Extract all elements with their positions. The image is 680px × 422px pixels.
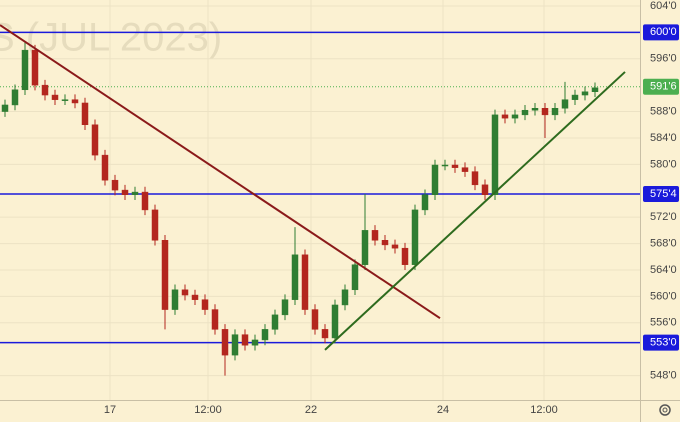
candle-body bbox=[171, 289, 179, 310]
y-tick-label: 568'0 bbox=[650, 237, 677, 249]
candle-body bbox=[111, 179, 119, 191]
y-tick-label: 584'0 bbox=[650, 132, 677, 144]
level-label: 575'4 bbox=[650, 188, 677, 200]
candle-body bbox=[231, 334, 239, 356]
candle-body bbox=[571, 94, 579, 100]
candle-body bbox=[21, 49, 29, 91]
candle-body bbox=[151, 209, 159, 241]
level-box bbox=[643, 334, 679, 351]
candle-body bbox=[141, 191, 149, 211]
y-tick-label: 604'0 bbox=[650, 0, 677, 12]
candle-body bbox=[441, 164, 449, 167]
gear-outer[interactable] bbox=[659, 404, 671, 416]
x-tick-label: 24 bbox=[437, 404, 449, 416]
candle-body bbox=[81, 102, 89, 126]
x-tick-label: 12:00 bbox=[194, 404, 222, 416]
candle-body bbox=[261, 329, 269, 341]
candle-body bbox=[131, 191, 139, 195]
y-tick-label: 588'0 bbox=[650, 105, 677, 117]
candle-body bbox=[281, 299, 289, 316]
candle-body bbox=[381, 240, 389, 246]
y-tick-label: 548'0 bbox=[650, 369, 677, 381]
candle-body bbox=[481, 184, 489, 195]
candle-body bbox=[301, 254, 309, 310]
candle-body bbox=[341, 289, 349, 306]
candle-body bbox=[61, 99, 69, 101]
candle-body bbox=[511, 114, 519, 119]
candle-body bbox=[451, 164, 459, 168]
level-label: 553'0 bbox=[650, 336, 677, 348]
candle-body bbox=[331, 304, 339, 339]
candle-body bbox=[541, 108, 549, 116]
candle-body bbox=[121, 189, 129, 195]
candle-body bbox=[501, 114, 509, 119]
trend-line bbox=[324, 71, 626, 351]
candle-body bbox=[531, 108, 539, 111]
candle-body bbox=[181, 289, 189, 296]
candle-body bbox=[321, 329, 329, 339]
candle-body bbox=[561, 99, 569, 109]
candle-body bbox=[591, 87, 599, 92]
x-tick-label: 12:00 bbox=[530, 404, 558, 416]
candle-body bbox=[101, 154, 109, 181]
candle-body bbox=[191, 294, 199, 300]
candle-body bbox=[31, 49, 39, 86]
candle-body bbox=[311, 309, 319, 330]
candle-body bbox=[401, 247, 409, 265]
y-tick-label: 564'0 bbox=[650, 264, 677, 276]
candle-body bbox=[291, 254, 299, 300]
level-box bbox=[643, 24, 679, 41]
y-tick-label: 580'0 bbox=[650, 158, 677, 170]
settings-icon[interactable] bbox=[659, 404, 671, 416]
candle-body bbox=[51, 94, 59, 100]
level-label: 600'0 bbox=[650, 26, 677, 38]
candle-body bbox=[201, 299, 209, 310]
candle-body bbox=[161, 240, 169, 310]
y-tick-label: 572'0 bbox=[650, 211, 677, 223]
grid bbox=[0, 0, 640, 400]
last-price-box bbox=[643, 78, 679, 95]
candle-body bbox=[551, 108, 559, 116]
gear-inner[interactable] bbox=[662, 407, 668, 413]
candle-body bbox=[471, 171, 479, 186]
y-tick-label: 596'0 bbox=[650, 53, 677, 65]
candle-body bbox=[221, 329, 229, 356]
candle-body bbox=[521, 109, 529, 116]
candle-body bbox=[41, 84, 49, 96]
trend-line bbox=[0, 24, 441, 319]
y-tick-label: 560'0 bbox=[650, 290, 677, 302]
candle-body bbox=[71, 99, 79, 104]
candle-body bbox=[431, 164, 439, 195]
candle-body bbox=[491, 114, 499, 195]
candle-body bbox=[581, 91, 589, 96]
candle-body bbox=[91, 124, 99, 156]
candle-body bbox=[211, 309, 219, 330]
x-tick-label: 22 bbox=[305, 404, 317, 416]
y-tick-label: 556'0 bbox=[650, 317, 677, 329]
candle-body bbox=[11, 89, 19, 106]
candle-body bbox=[351, 264, 359, 291]
candle-body bbox=[461, 167, 469, 172]
candle-body bbox=[391, 244, 399, 249]
level-box bbox=[643, 186, 679, 203]
candle-body bbox=[361, 230, 369, 265]
candle-body bbox=[421, 194, 429, 211]
candle-body bbox=[241, 334, 249, 346]
candle-body bbox=[371, 230, 379, 241]
last-price-label: 591'6 bbox=[650, 81, 677, 93]
candle-body bbox=[1, 104, 9, 112]
candle-body bbox=[271, 314, 279, 330]
candle-body bbox=[411, 209, 419, 265]
x-tick-label: 17 bbox=[104, 404, 116, 416]
candle-body bbox=[251, 339, 259, 346]
